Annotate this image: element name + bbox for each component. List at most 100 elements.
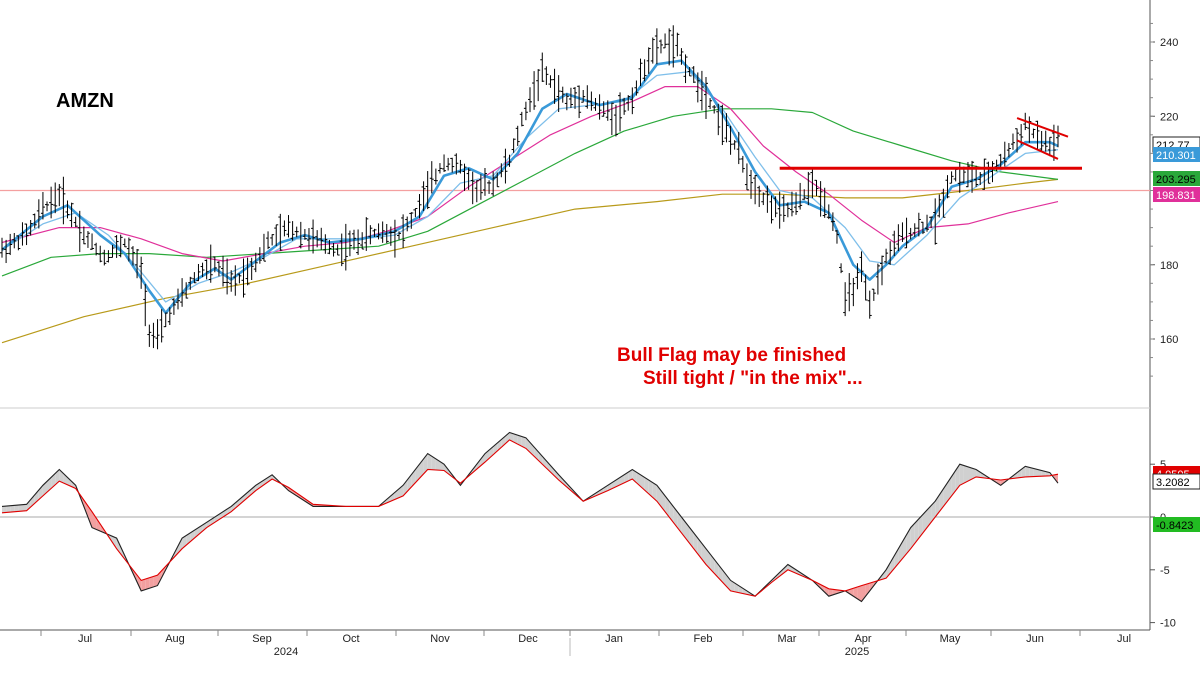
ohlc-bar [998,153,1003,168]
ohlc-bar [728,125,733,155]
ohlc-bar [945,175,950,199]
ohlc-bar [57,184,62,207]
month-label: Apr [854,633,871,645]
osc-fill-segment [112,536,117,549]
osc-fill-segment [730,580,735,592]
osc-fill-segment [1033,468,1038,477]
ohlc-bar [597,94,602,120]
osc-fill-segment [955,464,960,491]
ohlc-bar [920,221,925,235]
osc-signal-line [1,439,1059,597]
ohlc-bar [176,288,180,310]
osc-fill-segment [693,532,698,554]
ohlc-bar [683,54,688,84]
ohlc-bar [609,102,614,136]
ohlc-bar [794,192,799,215]
osc-fill-segment [697,538,702,560]
month-label: Dec [518,633,538,645]
month-label: Feb [694,633,713,645]
ohlc-bar [638,58,643,87]
osc-fill-segment [444,464,449,474]
ohlc-bar [282,220,287,237]
osc-fill-segment [824,586,829,597]
flag-upper-line [1016,117,1069,138]
ohlc-bar [585,85,590,109]
ohlc-bar [20,222,25,246]
ohlc-bar [1027,116,1032,143]
ohlc-bar [716,103,721,136]
osc-fill-segment [2,506,7,513]
ohlc-bar [663,33,668,49]
osc-fill-segment [1041,470,1046,477]
ohlc-bar [298,221,303,249]
osc-fill-segment [247,488,252,498]
ohlc-bar [642,59,647,82]
ohlc-bar [896,224,901,252]
osc-fill-segment [206,519,211,528]
ohlc-bar [560,86,565,103]
ma-green-line [1,108,1059,277]
ohlc-bar [241,258,246,298]
ohlc-bar [1010,133,1015,150]
ohlc-bar [81,226,86,245]
ohlc-bar [315,230,320,248]
ohlc-bar [818,181,823,217]
ohlc-bar [458,159,463,174]
ohlc-bar [978,172,983,185]
osc-fill-segment [685,522,690,544]
ohlc-bar [319,227,324,250]
osc-fill-segment [292,490,297,496]
ohlc-bar [286,215,291,238]
ohlc-bar [85,231,90,248]
ohlc-bar [667,28,672,66]
ohlc-bar [749,169,754,199]
osc-fill-segment [550,465,555,477]
ohlc-bar [568,87,573,108]
ohlc-bar [675,32,680,57]
osc-fill-segment [828,588,833,597]
ohlc-bar [343,223,348,271]
ohlc-bar [708,98,713,110]
ohlc-bar [654,28,659,65]
ohlc-bar [761,192,766,206]
ohlc-bar [540,52,545,82]
osc-badge-label: 3.2082 [1156,477,1190,489]
osc-fill-segment [922,510,927,533]
ohlc-bar [826,204,831,220]
ohlc-bar [347,230,352,257]
ohlc-bar [409,212,414,229]
ohlc-bar [339,233,344,267]
ohlc-bar [912,223,917,237]
annotation-line-2: Still tight / "in the mix"... [643,368,863,389]
ohlc-bar [941,188,946,218]
ohlc-bar [372,228,377,237]
ohlc-bar [249,257,254,281]
ohlc-bar [1056,125,1060,148]
osc-fill-segment [394,488,399,500]
ohlc-bar [880,255,884,286]
ohlc-bar [548,75,553,88]
ohlc-bar [425,171,430,210]
osc-fill-segment [1053,474,1058,484]
osc-fill-segment [88,505,92,528]
ohlc-bar [106,250,111,263]
ohlc-bar [163,312,168,328]
osc-fill-segment [918,514,923,539]
ohlc-bar [335,244,340,256]
ohlc-bar [155,319,160,350]
ohlc-bar [118,234,123,258]
ohlc-bar [212,256,217,273]
ohlc-bar [380,221,385,243]
ohlc-bar [802,189,807,200]
osc-fill-segment [661,490,666,512]
ohlc-bar [90,233,95,250]
chart-title: AMZN [56,90,114,112]
osc-fill-segment [390,492,395,502]
ohlc-bar [135,249,140,279]
ohlc-bar [613,104,618,137]
osc-fill-segment [636,472,641,487]
price-tick-label: 240 [1160,37,1178,49]
ohlc-bar [618,92,623,132]
osc-fill-segment [558,474,563,484]
ohlc-bar [744,163,749,191]
